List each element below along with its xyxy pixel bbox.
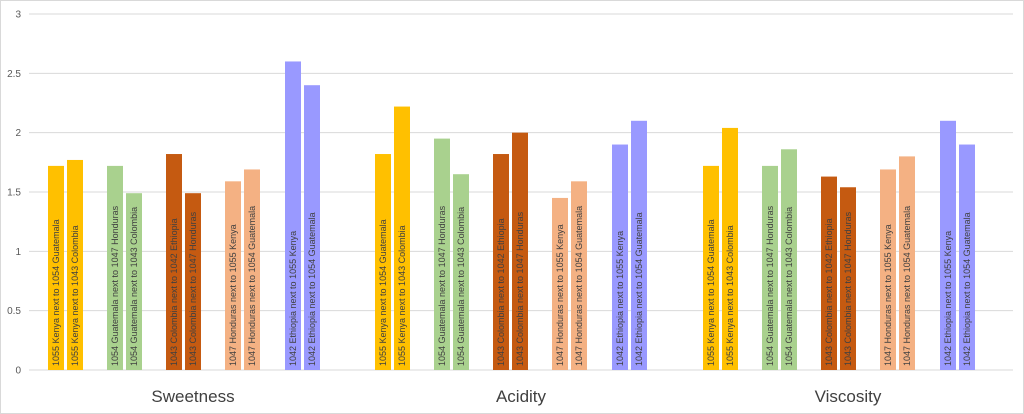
- bar-data-label: 1047 Honduras next to 1055 Kenya: [555, 224, 565, 366]
- bar: [375, 154, 391, 370]
- bar: [940, 120, 956, 370]
- bar-data-label: 1047 Honduras next to 1054 Guatemala: [247, 206, 257, 366]
- bar: [225, 181, 241, 370]
- x-category-label: Sweetness: [151, 387, 234, 406]
- bar-data-label: 1042 Ethiopia next to 1055 Kenya: [943, 231, 953, 366]
- bars: 1055 Kenya next to 1054 Guatemala 1055 Ke…: [48, 61, 975, 370]
- bar: [552, 197, 568, 370]
- bar: [512, 132, 528, 370]
- bar: [166, 154, 182, 370]
- y-tick-label: 0: [15, 366, 21, 377]
- y-tick-label: 0.5: [7, 306, 21, 317]
- bar: [453, 174, 469, 370]
- bar-data-label: 1054 Guatemala next to 1047 Honduras: [110, 205, 120, 366]
- bar-data-label: 1042 Ethiopia next to 1054 Guatemala: [962, 212, 972, 366]
- bar-data-label: 1043 Colombia next to 1042 Ethiopia: [496, 218, 506, 366]
- bar: [840, 187, 856, 370]
- x-category-label: Acidity: [496, 387, 547, 406]
- bar-data-label: 1042 Ethiopia next to 1055 Kenya: [615, 231, 625, 366]
- bar: [880, 169, 896, 370]
- bar-data-label: 1047 Honduras next to 1054 Guatemala: [902, 206, 912, 366]
- bar-data-label: 1043 Colombia next to 1047 Honduras: [515, 211, 525, 366]
- bar-data-label: 1042 Ethiopia next to 1055 Kenya: [288, 231, 298, 366]
- bar-data-label: 1047 Honduras next to 1054 Guatemala: [574, 206, 584, 366]
- bar-data-label: 1054 Guatemala next to 1047 Honduras: [765, 205, 775, 366]
- y-axis: 0 0.5 1 1.5 2 2.5 3: [7, 10, 21, 377]
- bar-data-label: 1055 Kenya next to 1043 Colombia: [397, 225, 407, 366]
- bar: [571, 181, 587, 370]
- bar: [244, 169, 260, 370]
- bar-data-label: 1054 Guatemala next to 1043 Colombia: [456, 207, 466, 366]
- bar-data-label: 1055 Kenya next to 1054 Guatemala: [51, 219, 61, 366]
- bar: [126, 193, 142, 370]
- bar: [48, 165, 64, 370]
- bar-data-label: 1042 Ethiopia next to 1054 Guatemala: [307, 212, 317, 366]
- bar-data-label: 1043 Colombia next to 1047 Honduras: [188, 211, 198, 366]
- bar: [612, 144, 628, 370]
- bar: [185, 193, 201, 370]
- bar: [821, 176, 837, 370]
- bar: [304, 85, 320, 370]
- x-axis: Sweetness Acidity Viscosity: [151, 387, 881, 406]
- bar-data-label: 1047 Honduras next to 1055 Kenya: [228, 224, 238, 366]
- bar: [703, 165, 719, 370]
- bar-data-label: 1054 Guatemala next to 1043 Colombia: [129, 207, 139, 366]
- bar-data-label: 1047 Honduras next to 1055 Kenya: [883, 224, 893, 366]
- bar-data-label: 1054 Guatemala next to 1043 Colombia: [784, 207, 794, 366]
- bar: [959, 144, 975, 370]
- x-category-label: Viscosity: [815, 387, 882, 406]
- bar: [107, 165, 123, 370]
- bar-data-label: 1054 Guatemala next to 1047 Honduras: [437, 205, 447, 366]
- bar: [899, 156, 915, 370]
- bar: [67, 159, 83, 370]
- y-tick-label: 3: [15, 10, 21, 21]
- bar: [493, 154, 509, 370]
- bar-data-label: 1043 Colombia next to 1042 Ethiopia: [169, 218, 179, 366]
- bar: [722, 127, 738, 370]
- bar: [434, 138, 450, 370]
- bar: [285, 61, 301, 370]
- bar: [781, 149, 797, 370]
- bar: [762, 165, 778, 370]
- bar: [631, 120, 647, 370]
- y-tick-label: 1.5: [7, 188, 21, 199]
- bar-data-label: 1055 Kenya next to 1054 Guatemala: [378, 219, 388, 366]
- y-tick-label: 2: [15, 128, 21, 139]
- bar-data-label: 1042 Ethiopia next to 1054 Guatemala: [634, 212, 644, 366]
- bar-data-label: 1043 Colombia next to 1042 Ethiopia: [824, 218, 834, 366]
- bar-data-label: 1055 Kenya next to 1043 Colombia: [70, 225, 80, 366]
- y-tick-label: 1: [15, 247, 21, 258]
- bar-data-label: 1043 Colombia next to 1047 Honduras: [843, 211, 853, 366]
- bar-data-label: 1055 Kenya next to 1043 Colombia: [725, 225, 735, 366]
- bar-data-label: 1055 Kenya next to 1054 Guatemala: [706, 219, 716, 366]
- bar: [394, 106, 410, 370]
- y-tick-label: 2.5: [7, 69, 21, 80]
